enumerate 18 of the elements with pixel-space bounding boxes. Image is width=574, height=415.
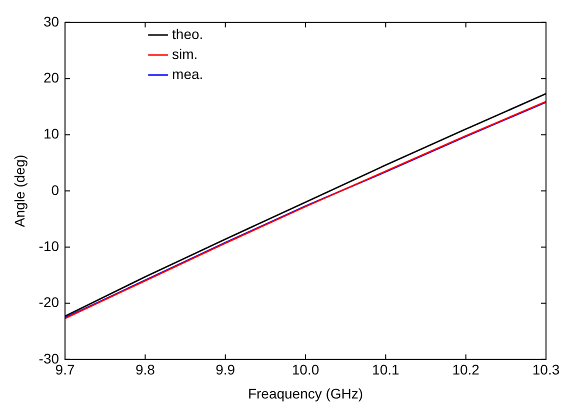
x-tick-label: 10.2	[452, 362, 480, 378]
y-tick-label: 0	[51, 182, 60, 198]
x-tick-label: 10.3	[532, 362, 560, 378]
x-tick-label: 9.9	[216, 362, 236, 378]
legend-label: theo.	[172, 26, 204, 42]
y-tick-label: 30	[43, 13, 60, 30]
y-tick-label: -30	[38, 350, 60, 366]
y-tick-label: -10	[38, 238, 60, 254]
y-axis-title: Angle (deg)	[11, 154, 28, 228]
y-tick-label: 20	[43, 69, 60, 86]
x-tick-label: 10.0	[292, 362, 320, 378]
legend-label: sim.	[172, 46, 198, 62]
y-tick-label: 10	[43, 126, 60, 142]
y-tick-label: -20	[38, 294, 60, 310]
x-tick-label: 9.8	[135, 362, 156, 378]
legend-label: mea.	[172, 66, 204, 82]
x-tick-label: 10.1	[372, 362, 400, 378]
x-axis-title: Freaquency (GHz)	[248, 385, 364, 402]
